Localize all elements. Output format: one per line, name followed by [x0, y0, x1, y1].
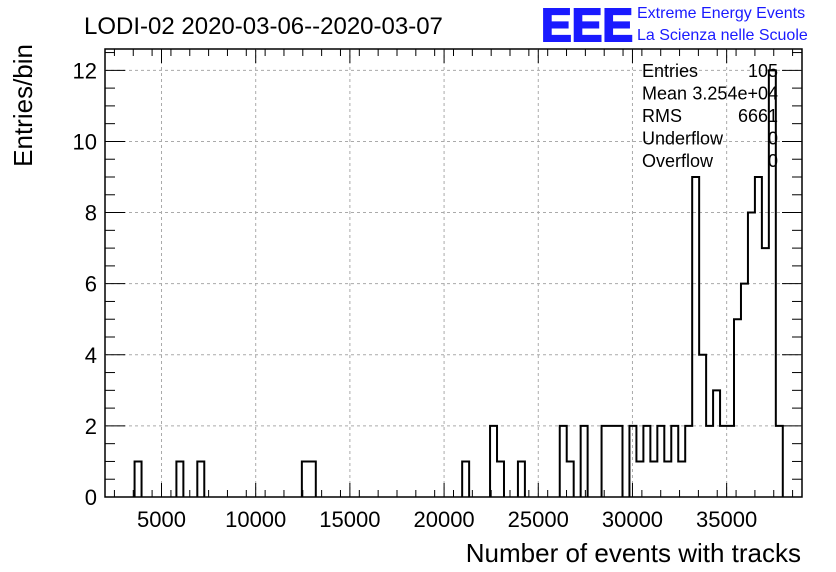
x-tick-label: 15000 [319, 507, 380, 532]
x-tick-label: 10000 [225, 507, 286, 532]
y-tick-label: 6 [85, 272, 97, 297]
y-tick-label: 2 [85, 414, 97, 439]
stats-box: Entries 105 Mean 3.254e+04 RMS 6661 Underflow 0… [642, 61, 778, 171]
y-tick-labels: 0 2 4 6 8 10 12 [73, 58, 97, 510]
histogram-bin [685, 426, 692, 497]
histogram-bin [518, 461, 525, 497]
histogram-bin [713, 390, 720, 497]
stats-value: 0 [768, 151, 778, 171]
y-tick-label: 12 [73, 58, 97, 83]
stats-label: Overflow [642, 151, 714, 171]
y-axis-title: Entries/bin [8, 44, 38, 167]
histogram-bin [135, 461, 142, 497]
grid-lines [105, 49, 802, 497]
stats-label: Entries [642, 61, 698, 81]
x-tick-labels: 5000 10000 15000 20000 25000 30000 35000 [137, 507, 757, 532]
y-tick-label: 8 [85, 201, 97, 226]
chart-title: LODI-02 2020-03-06--2020-03-07 [84, 13, 443, 40]
histogram-bin [678, 461, 685, 497]
histogram-bin [692, 177, 699, 497]
x-tick-label: 5000 [137, 507, 186, 532]
histogram-bin [776, 426, 783, 497]
eee-logo: EEE Extreme Energy Events La Scienza nel… [540, 0, 808, 52]
stats-label: Mean [642, 84, 687, 104]
y-tick-label: 10 [73, 129, 97, 154]
histogram-bin [560, 426, 567, 497]
histogram-bin [176, 461, 183, 497]
x-tick-label: 35000 [696, 507, 757, 532]
histogram-bin [567, 461, 574, 497]
histogram-bin [664, 461, 671, 497]
stats-label: RMS [642, 106, 682, 126]
axis-ticks [105, 49, 802, 498]
histogram-bin [657, 426, 664, 497]
stats-value: 0 [768, 129, 778, 149]
stats-label: Underflow [642, 129, 724, 149]
x-tick-label: 25000 [508, 507, 569, 532]
histogram-bin [197, 461, 204, 497]
histogram-bin [720, 426, 727, 497]
stats-value: 6661 [738, 106, 778, 126]
histogram-bin [602, 426, 609, 497]
x-axis-title: Number of events with tracks [466, 538, 801, 568]
histogram-bin [643, 426, 650, 497]
histogram-bin [497, 461, 504, 497]
histogram-bin [650, 461, 657, 497]
histogram-bin [699, 355, 706, 497]
histogram-bin [616, 426, 623, 497]
histogram-bin [609, 426, 616, 497]
histogram-bin [762, 248, 769, 497]
x-tick-label: 20000 [413, 507, 474, 532]
histogram-bin [490, 426, 497, 497]
logo-line1: Extreme Energy Events [637, 5, 805, 22]
logo-line2: La Scienza nelle Scuole [637, 27, 808, 44]
histogram-bin [706, 426, 713, 497]
histogram-bin [581, 426, 588, 497]
histogram-bin [734, 319, 741, 497]
histogram-bin [727, 426, 734, 497]
histogram-bin [309, 461, 316, 497]
stats-value: 105 [748, 61, 778, 81]
histogram-bin [748, 213, 755, 497]
histogram-bin [462, 461, 469, 497]
stats-value: 3.254e+04 [692, 84, 778, 104]
y-tick-label: 0 [85, 485, 97, 510]
y-tick-label: 4 [85, 343, 97, 368]
logo-mark: EEE [541, 0, 633, 51]
histogram-bin [741, 284, 748, 497]
histogram-bin [302, 461, 309, 497]
histogram-bin [671, 426, 678, 497]
histogram-bin [629, 426, 636, 497]
histogram-outline [133, 69, 784, 497]
x-tick-label: 30000 [602, 507, 663, 532]
histogram-bin [755, 177, 762, 497]
histogram-bin [636, 461, 643, 497]
